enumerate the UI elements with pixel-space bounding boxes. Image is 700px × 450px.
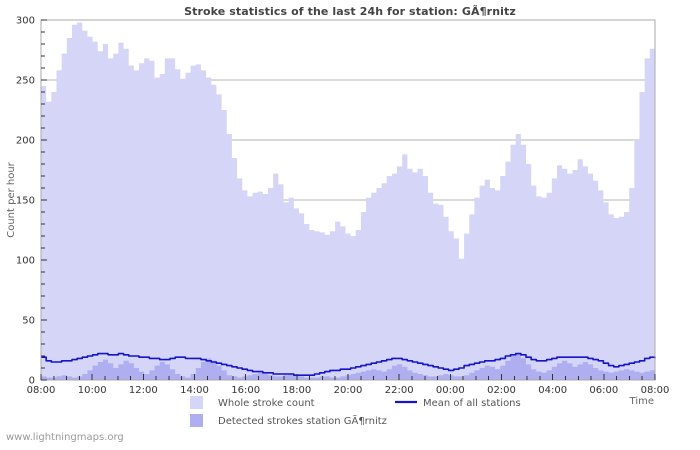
legend-item: Detected strokes station GÃ¶rnitz	[190, 414, 387, 427]
site-credit: www.lightningmaps.org	[6, 432, 124, 443]
y-tick-label: 150	[16, 196, 35, 207]
line-series-layer	[41, 352, 656, 376]
area-series-0	[41, 22, 655, 381]
legend-label: Detected strokes station GÃ¶rnitz	[218, 414, 387, 427]
legend-color-swatch	[190, 414, 203, 427]
y-axis-label: Count per hour	[6, 161, 17, 237]
x-tick-label: 02:00	[487, 385, 516, 396]
x-tick-label: 08:00	[641, 385, 670, 396]
x-tick-label: 14:00	[180, 385, 209, 396]
y-tick-label: 0	[29, 376, 35, 387]
y-tick-label: 50	[22, 316, 35, 327]
x-axis-ticks: 08:00 10:00 12:00 14:00 16:00 18:00 20:00 22:00…	[27, 374, 670, 396]
x-tick-label: 00:00	[436, 385, 465, 396]
chart-legend: Whole stroke count Mean of all stations De…	[190, 396, 521, 427]
chart-title: Stroke statistics of the last 24h for st…	[184, 5, 516, 18]
legend-color-swatch	[190, 396, 203, 409]
x-tick-label: 12:00	[129, 385, 158, 396]
y-tick-label: 250	[16, 76, 35, 87]
legend-label: Mean of all stations	[423, 398, 521, 409]
legend-label: Whole stroke count	[218, 398, 315, 409]
x-tick-label: 22:00	[385, 385, 414, 396]
y-tick-label: 300	[16, 16, 35, 27]
x-tick-label: 06:00	[589, 385, 618, 396]
area-series-layer	[41, 22, 655, 381]
legend-item: Mean of all stations	[395, 398, 521, 409]
legend-item: Whole stroke count	[190, 396, 315, 409]
area-series-2	[41, 353, 655, 380]
x-tick-label: 20:00	[334, 385, 363, 396]
line-series-1	[41, 352, 656, 376]
y-tick-label: 200	[16, 136, 35, 147]
y-tick-label: 100	[16, 256, 35, 267]
y-axis-ticks: 0 50 100 150 200 250 300	[16, 16, 47, 387]
x-tick-label: 04:00	[538, 385, 567, 396]
x-tick-label: 08:00	[27, 385, 56, 396]
x-tick-label: 18:00	[282, 385, 311, 396]
x-tick-label: 16:00	[231, 385, 260, 396]
x-axis-label: Time	[629, 396, 654, 407]
x-tick-label: 10:00	[78, 385, 107, 396]
